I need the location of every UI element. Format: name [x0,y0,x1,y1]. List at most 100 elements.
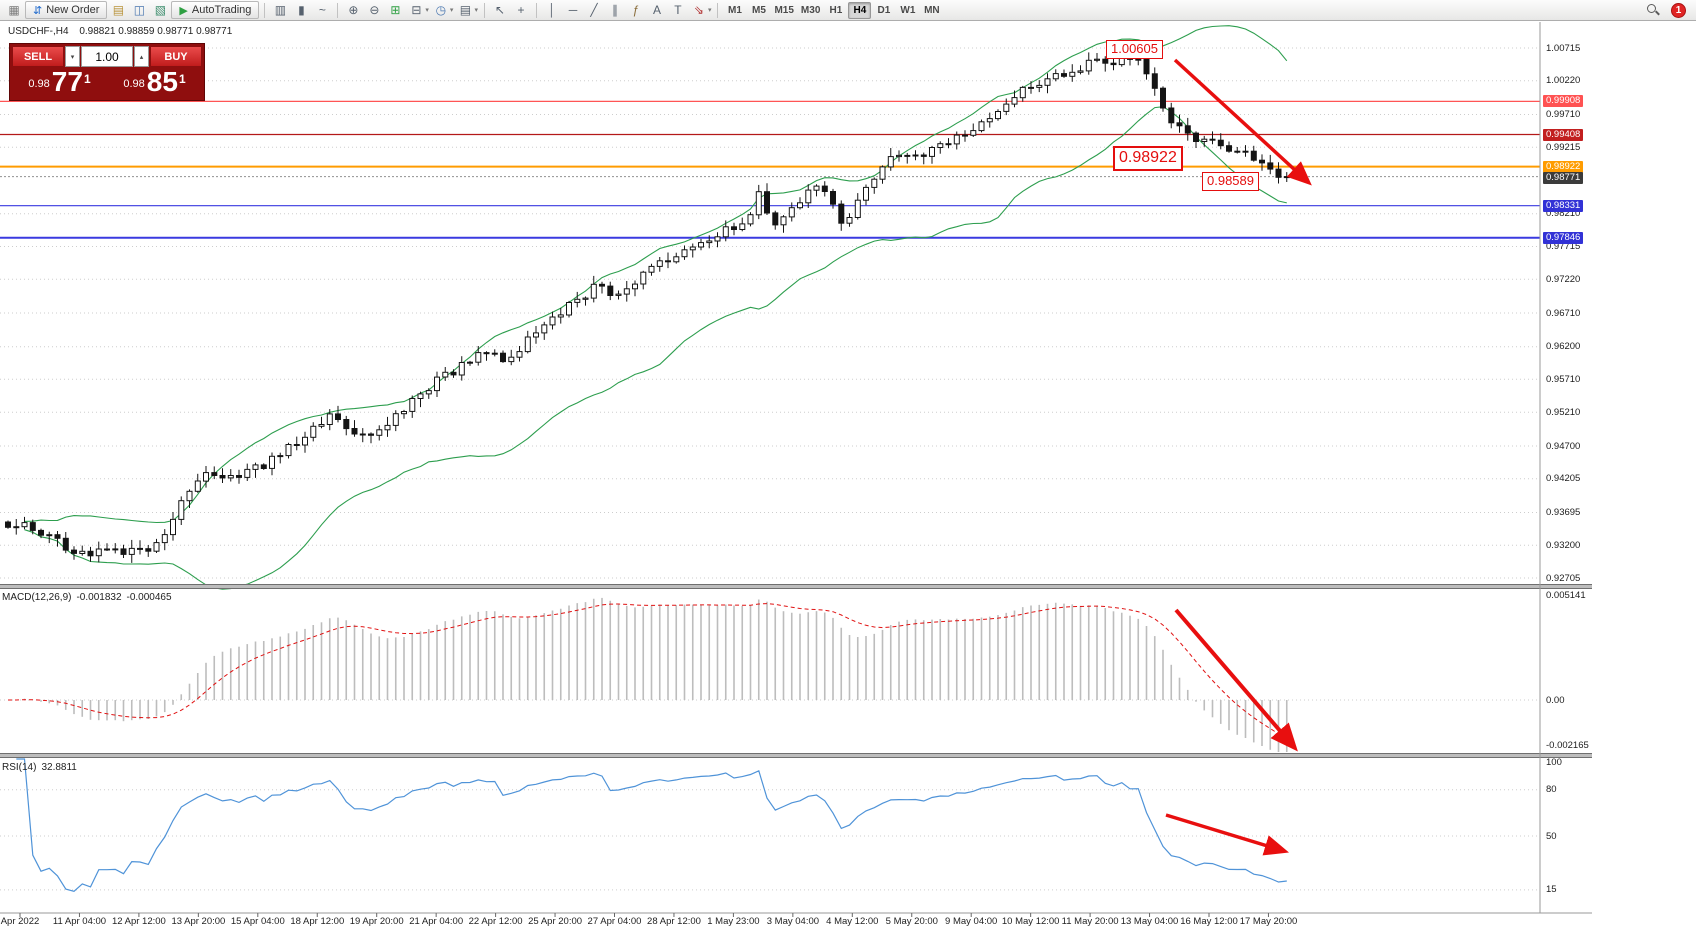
trend-arrow[interactable] [1174,608,1298,752]
period-icon[interactable]: ◷ [435,3,447,17]
autotrading-play-icon: ▶ [179,4,188,17]
timeframe-m5-button[interactable]: M5 [752,4,766,16]
zoom-out-icon[interactable]: ⊖ [369,3,380,17]
candlestick-series [5,51,1290,563]
price-level-label[interactable]: 0.99908 [1543,95,1584,108]
rsi-line [16,758,1287,892]
channel-icon[interactable]: ∥ [611,3,618,17]
price-level-label[interactable]: 0.99408 [1543,128,1584,141]
price-level-label[interactable]: 0.98922 [1543,160,1584,173]
sell-button[interactable]: SELL [12,46,64,67]
macd-name: MACD(12,26,9) [2,592,72,603]
buy-button[interactable]: BUY [150,46,202,67]
price-axis-label: 0.98210 [1546,208,1581,220]
arrows-icon[interactable]: ⇘ [693,3,704,17]
autotrading-button[interactable]: ▶ AutoTrading [171,1,260,19]
zoom-in-icon[interactable]: ⊕ [348,3,359,17]
sell-price-pip: 1 [83,72,91,86]
candlestick-chart-icon[interactable]: ▮ [298,3,305,17]
volume-input[interactable] [81,46,133,67]
toolbar-separator [535,2,537,18]
timeframe-d1-button[interactable]: D1 [877,4,891,16]
macd-signal-value: -0.000465 [126,592,172,603]
horizontal-line-icon[interactable]: ─ [568,3,578,17]
period-icon-dropdown[interactable]: ▾ [449,7,454,14]
profiles-icon[interactable]: ▤ [112,3,125,17]
cursor-icon[interactable]: ↖ [494,3,505,17]
search-icon[interactable] [1647,4,1659,16]
data-window-icon[interactable]: ◫ [133,3,146,17]
price-annotation[interactable]: 1.00605 [1106,40,1163,60]
timeframe-m1-button[interactable]: M1 [728,4,742,16]
price-axis-label: 0.96200 [1546,341,1581,353]
buy-price-pip: 1 [178,72,186,86]
toolbar-separator [264,2,266,18]
macd-indicator-label: MACD(12,26,9) -0.001832 -0.000465 [2,592,177,603]
toolbar-items: ▦ ⇵ New Order ▤ ◫ ▧ ▶ AutoTrading ▥ ▮ ~ ⊕ ⊖ ⊞ ⊟ ▾ ◷ ▾ ▤ ▾ ↖ +… [4,0,1647,20]
rsi-axis-label: 15 [1546,884,1557,896]
line-chart-icon[interactable]: ~ [318,3,326,17]
price-axis-label: 1.00220 [1546,75,1581,87]
template-icon-dropdown[interactable]: ▾ [474,7,478,14]
label-icon[interactable]: T [674,3,682,17]
panel-splitter[interactable] [0,584,1592,589]
price-annotation[interactable]: 0.98922 [1113,146,1183,171]
buy-price[interactable]: 0.98 85 1 [107,68,202,98]
timeframe-m15-button[interactable]: M15 [774,4,794,16]
new-order-button[interactable]: ⇵ New Order [25,1,108,19]
sell-price-big: 77 [51,66,83,97]
symbol-info: USDCHF-,H4 0.98821 0.98859 0.98771 0.987… [8,26,232,37]
sell-price[interactable]: 0.98 77 1 [12,68,107,98]
price-axis-label: 0.97220 [1546,273,1581,285]
panel-splitter[interactable] [0,753,1592,758]
bar-chart-icon[interactable]: ▥ [274,3,287,17]
buy-price-big: 85 [146,66,178,97]
trend-arrow[interactable] [1165,813,1290,856]
toolbar-right: 1 [1647,2,1692,18]
price-axis-label: 1.00715 [1546,42,1581,54]
price-axis-label: 0.93200 [1546,539,1581,551]
price-axis-label: 0.93695 [1546,507,1581,518]
timeframe-w1-button[interactable]: W1 [900,4,916,16]
arrows-icon-dropdown[interactable]: ▾ [707,7,712,14]
new-chart-icon-dropdown[interactable]: ▾ [425,7,429,14]
price-axis-label: 0.92705 [1546,572,1581,584]
buy-price-small: 0.98 [123,77,145,90]
price-axis-label: 0.95210 [1546,406,1581,418]
timeframe-mn-button[interactable]: MN [924,4,940,16]
price-axis[interactable]: 1.00715 1.00220 0.99710 0.99215 0.98210 0.977… [1543,0,1603,945]
volume-decrement-button[interactable]: ▾ [65,46,80,67]
template-icon[interactable]: ▤ [459,3,472,17]
timeframe-h1-button[interactable]: H1 [829,4,843,16]
rsi-value: 32.8811 [41,762,77,773]
timeframe-m30-button[interactable]: M30 [800,4,821,16]
crosshair-icon[interactable]: + [517,3,525,17]
price-level-label[interactable]: 0.97846 [1543,231,1584,244]
trend-arrow[interactable] [1173,58,1312,186]
toolbar-separator [337,2,339,18]
chart-window-icon[interactable]: ▦ [8,3,20,17]
vertical-line-icon[interactable]: │ [548,3,556,17]
trendline-icon[interactable]: ╱ [590,3,598,17]
notification-badge[interactable]: 1 [1671,2,1686,18]
macd-axis-label: 0.00 [1546,694,1565,706]
tile-windows-icon[interactable]: ⊞ [390,3,401,17]
strategy-tester-icon[interactable]: ▧ [154,3,167,17]
price-annotation[interactable]: 0.98589 [1202,172,1259,192]
price-level-label[interactable]: 0.98771 [1543,172,1584,185]
new-chart-icon[interactable]: ⊟ [411,3,422,17]
macd-histogram [15,597,1288,752]
toolbar-separator [717,2,719,18]
price-axis-label: 0.99215 [1546,141,1581,153]
text-icon[interactable]: A [652,3,661,17]
macd-axis-label: 0.005141 [1546,590,1586,601]
price-axis-label: 0.96710 [1546,307,1581,319]
fibonacci-icon[interactable]: ƒ [632,3,640,17]
new-order-button-label: New Order [46,4,100,16]
price-level-label[interactable]: 0.98331 [1543,199,1584,212]
symbol-title: USDCHF-,H4 [8,26,69,37]
timeframe-h4-button[interactable]: H4 [848,1,872,19]
volume-increment-button[interactable]: ▴ [134,46,149,67]
